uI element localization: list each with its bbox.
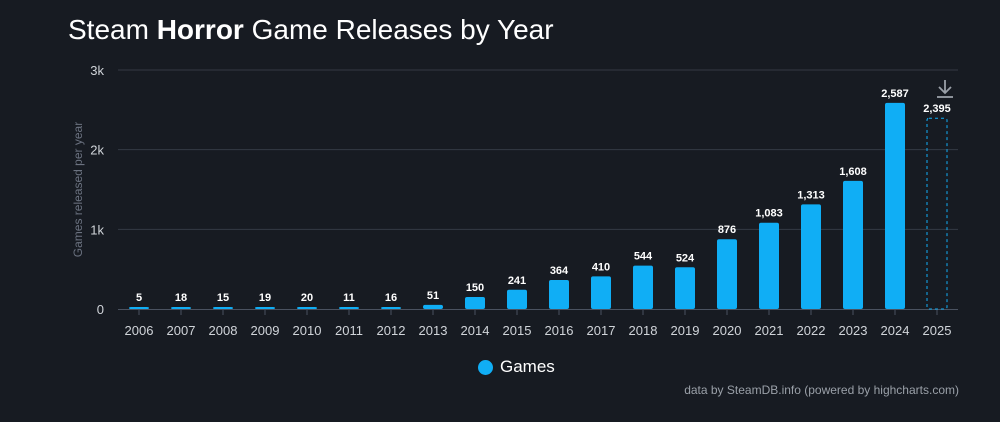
x-tick-label: 2015 xyxy=(503,323,532,338)
data-label: 1,608 xyxy=(839,166,867,178)
legend-label: Games xyxy=(500,357,555,376)
x-tick-label: 2016 xyxy=(545,323,574,338)
data-label: 5 xyxy=(136,292,142,304)
bar[interactable] xyxy=(213,307,233,309)
projected-bar[interactable] xyxy=(926,117,948,310)
bar[interactable] xyxy=(591,276,611,309)
data-label: 18 xyxy=(175,292,187,304)
bar[interactable] xyxy=(675,267,695,309)
bar[interactable] xyxy=(801,204,821,309)
x-tick-label: 2019 xyxy=(671,323,700,338)
y-tick-label: 3k xyxy=(90,63,104,78)
chart-title: Steam Horror Game Releases by Year xyxy=(68,14,554,46)
bar[interactable] xyxy=(465,297,485,309)
data-label: 876 xyxy=(718,224,736,236)
data-label: 2,587 xyxy=(881,88,909,100)
x-tick-label: 2007 xyxy=(167,323,196,338)
download-icon[interactable] xyxy=(935,78,955,100)
x-tick-label: 2023 xyxy=(839,323,868,338)
x-tick-label: 2020 xyxy=(713,323,742,338)
x-tick-label: 2017 xyxy=(587,323,616,338)
bar[interactable] xyxy=(633,265,653,309)
legend-marker xyxy=(478,359,493,375)
bar[interactable] xyxy=(549,280,569,309)
bar[interactable] xyxy=(171,307,191,309)
x-tick-label: 2013 xyxy=(419,323,448,338)
bar[interactable] xyxy=(381,307,401,309)
x-tick-label: 2022 xyxy=(797,323,826,338)
data-label: 150 xyxy=(466,282,484,294)
y-tick-label: 1k xyxy=(90,222,104,237)
data-label: 524 xyxy=(676,252,695,264)
x-tick-label: 2012 xyxy=(377,323,406,338)
x-tick-label: 2011 xyxy=(335,323,363,338)
x-tick-label: 2018 xyxy=(629,323,658,338)
x-tick-label: 2024 xyxy=(881,323,910,338)
bar[interactable] xyxy=(255,307,275,309)
data-label: 241 xyxy=(508,275,526,287)
bar[interactable] xyxy=(339,307,359,309)
x-tick-label: 2008 xyxy=(209,323,238,338)
y-tick-label: 0 xyxy=(97,302,104,317)
bar[interactable] xyxy=(507,289,527,309)
data-label: 410 xyxy=(592,261,610,273)
data-label: 544 xyxy=(634,251,653,263)
bar[interactable] xyxy=(759,222,779,309)
data-label: 51 xyxy=(427,290,439,302)
credits-text[interactable]: data by SteamDB.info (powered by highcha… xyxy=(684,383,959,397)
x-tick-label: 2009 xyxy=(251,323,280,338)
data-label: 1,083 xyxy=(755,208,783,220)
data-label: 19 xyxy=(259,292,271,304)
bar[interactable] xyxy=(885,102,905,309)
bar[interactable] xyxy=(717,239,737,309)
projected-data-label: 2,395 xyxy=(923,103,951,115)
data-label: 20 xyxy=(301,292,313,304)
x-tick-label: 2006 xyxy=(125,323,154,338)
y-axis-title: Games released per year xyxy=(71,122,85,257)
x-tick-label: 2025 xyxy=(923,323,952,338)
data-label: 15 xyxy=(217,292,229,304)
data-label: 16 xyxy=(385,292,397,304)
legend-item-games[interactable]: Games xyxy=(478,357,555,377)
x-tick-label: 2010 xyxy=(293,323,322,338)
bar[interactable] xyxy=(129,307,149,309)
data-label: 364 xyxy=(550,265,569,277)
x-tick-label: 2021 xyxy=(755,323,784,338)
bar[interactable] xyxy=(843,180,863,309)
title-bold-word: Horror xyxy=(156,14,244,45)
data-label: 1,313 xyxy=(797,189,825,201)
title-part-2: Game Releases by Year xyxy=(243,14,554,45)
x-tick-label: 2014 xyxy=(461,323,490,338)
title-part-1: Steam xyxy=(68,14,157,45)
bar[interactable] xyxy=(297,307,317,309)
bar[interactable] xyxy=(423,304,443,309)
data-label: 11 xyxy=(343,292,355,304)
y-tick-label: 2k xyxy=(90,143,104,158)
